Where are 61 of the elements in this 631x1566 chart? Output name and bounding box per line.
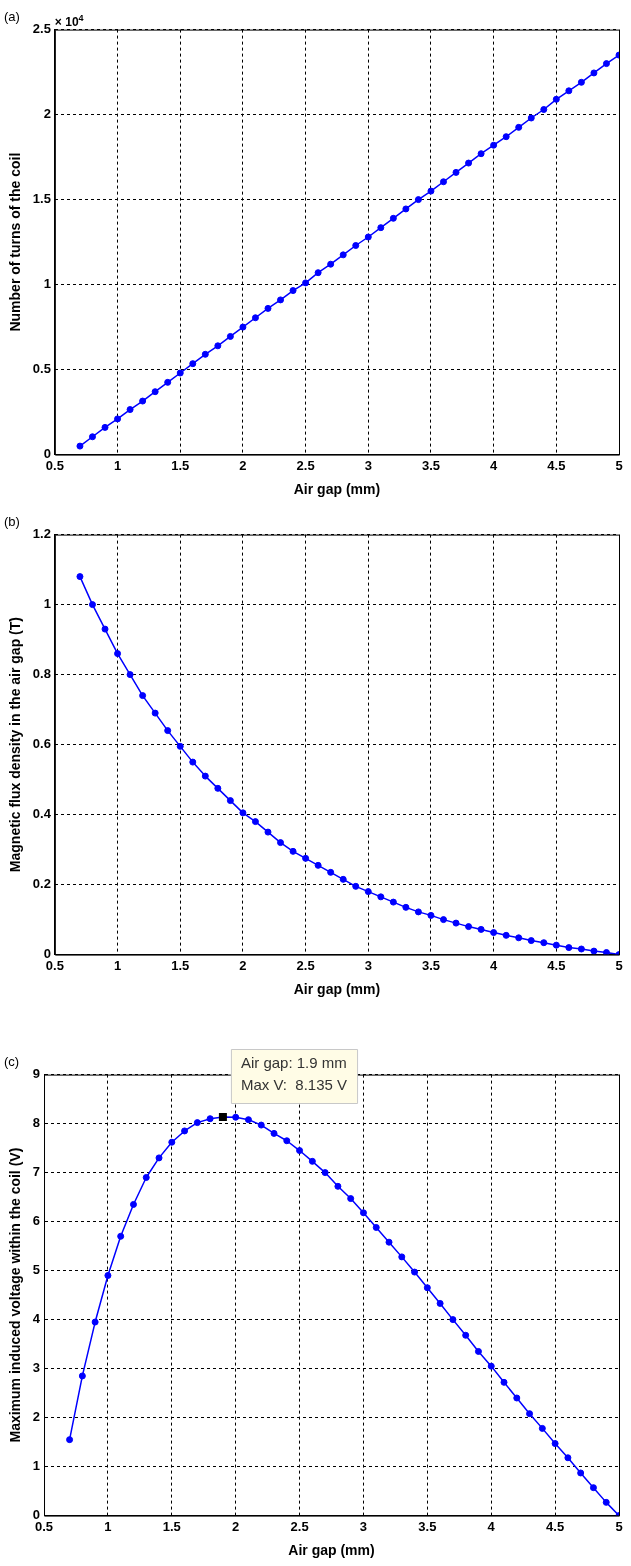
- x-tick-label: 2: [232, 1518, 240, 1534]
- x-tick-label: 1: [113, 957, 122, 973]
- x-axis-title: Air gap (mm): [293, 981, 381, 998]
- x-tick-label: 5: [615, 1518, 623, 1534]
- x-tick-label: 1: [104, 1518, 112, 1534]
- x-tick-label: 2.5: [296, 957, 315, 973]
- x-tick-label: 2.5: [296, 457, 315, 473]
- x-tick-label: 5: [615, 957, 623, 973]
- y-tick-label: 0.6: [32, 736, 51, 752]
- y-tick-label: 0.4: [32, 806, 52, 822]
- y-axis-title: Magnetic flux density in the air gap (T): [7, 617, 24, 873]
- x-tick-label: 4: [490, 957, 499, 973]
- x-tick-label: 5: [615, 457, 623, 473]
- x-tick-label: 4.5: [547, 457, 566, 473]
- y-tick-label: 1: [32, 1458, 41, 1474]
- x-tick-label: 3: [364, 457, 372, 473]
- x-axis-title: Air gap (mm): [293, 481, 381, 498]
- x-tick-label: 3: [359, 1518, 368, 1534]
- x-tick-label: 2.5: [290, 1518, 309, 1534]
- y-tick-label: 3: [32, 1360, 41, 1376]
- chart-title: (b): [4, 514, 20, 530]
- y-tick-label: 1: [43, 276, 51, 292]
- x-tick-label: 3.5: [418, 1518, 437, 1534]
- x-tick-label: 2: [239, 457, 247, 473]
- y-tick-label: 2.5: [32, 21, 51, 37]
- x-tick-label: 4: [487, 1518, 496, 1534]
- y-tick-label: 0: [32, 1507, 41, 1523]
- x-tick-label: 1.5: [162, 1518, 181, 1534]
- x-tick-label: 1.5: [171, 457, 190, 473]
- y-tick-label: 1.2: [32, 526, 51, 542]
- chart-title: (a): [4, 9, 20, 25]
- y-tick-label: 5: [32, 1262, 41, 1278]
- y-axis-title: Maximum induced voltage within the coil (V): [7, 1147, 24, 1443]
- y-tick-label: 1.5: [32, 191, 51, 207]
- x-tick-label: 3: [364, 957, 372, 973]
- y-tick-label: 2: [43, 106, 51, 122]
- x-tick-label: 3.5: [421, 957, 440, 973]
- x-tick-label: 4.5: [547, 957, 566, 973]
- y-tick-label: 0: [43, 446, 51, 462]
- x-tick-label: 1: [113, 457, 122, 473]
- x-tick-label: 3.5: [421, 457, 440, 473]
- y-tick-label: 1: [43, 596, 51, 612]
- y-tick-label: 4: [32, 1311, 41, 1327]
- x-tick-label: 2: [239, 957, 247, 973]
- x-tick-label: 1.5: [171, 957, 190, 973]
- y-tick-label: 8: [32, 1115, 41, 1131]
- y-tick-label: 0.8: [32, 666, 51, 682]
- y-tick-label: 0.5: [32, 361, 51, 377]
- y-tick-label: 2: [32, 1409, 41, 1425]
- chart-title: (c): [4, 1054, 20, 1070]
- y-tick-label: 0.2: [32, 876, 51, 892]
- x-tick-label: 4: [490, 457, 499, 473]
- x-axis-title: Air gap (mm): [288, 1542, 375, 1559]
- text: × 10$^{4}$: [54, 12, 84, 29]
- annotation: Air gap: 1.9 mm Max V: 8.135 V: [240, 1053, 348, 1093]
- y-tick-label: 9: [32, 1066, 41, 1082]
- y-tick-label: 7: [32, 1164, 41, 1180]
- y-axis-title: Number of turns of the coil: [7, 152, 24, 332]
- y-tick-label: 6: [32, 1213, 41, 1229]
- y-tick-label: 0: [43, 946, 51, 962]
- x-tick-label: 4.5: [546, 1518, 565, 1534]
